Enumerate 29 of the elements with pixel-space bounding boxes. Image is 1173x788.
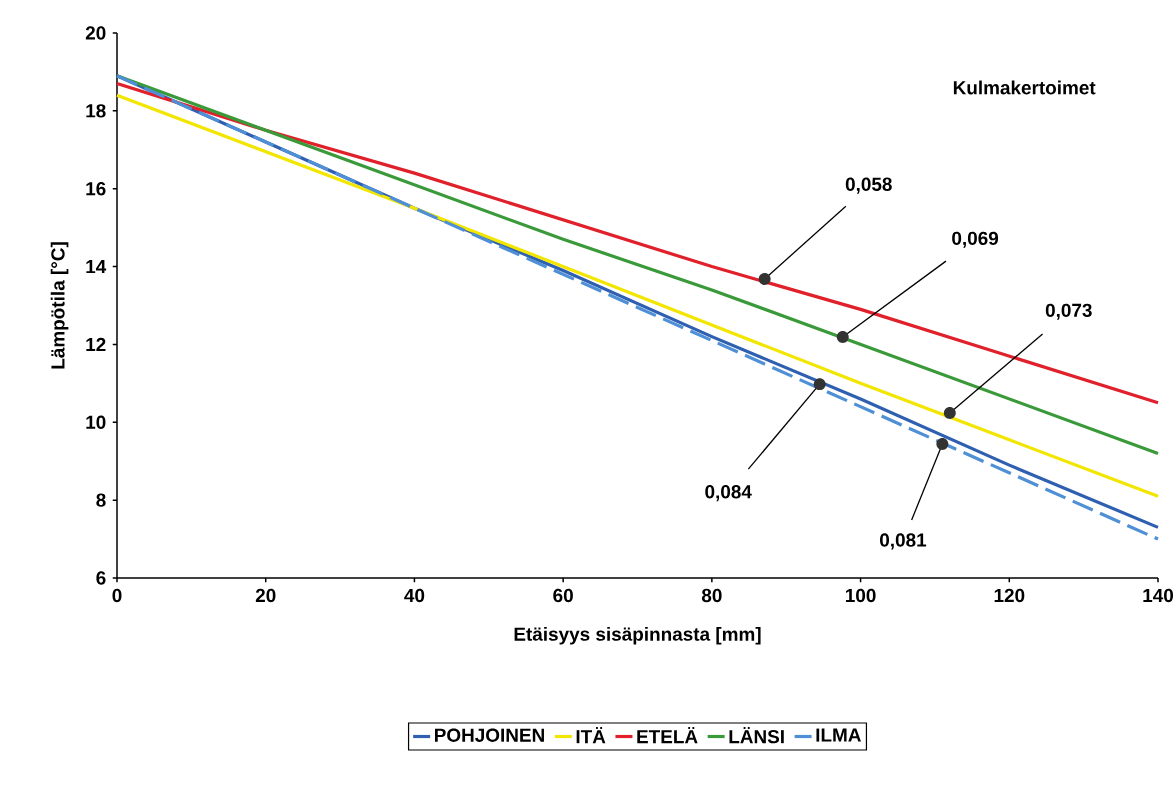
annotation: 0,081 (880, 533, 927, 550)
x-tick-label: 80 (701, 588, 722, 603)
x-tick-label: 0 (112, 588, 122, 603)
y-tick-label: 14 (86, 260, 107, 274)
y-tick-label: 8 (96, 493, 106, 507)
annotation: 0,073 (1045, 303, 1092, 320)
y-tick-label: 16 (86, 182, 106, 196)
x-tick-label: 60 (553, 588, 573, 603)
legend-label: LÄNSI (729, 727, 784, 744)
annotation: 0,058 (845, 177, 892, 194)
y-tick-label: 12 (86, 337, 106, 352)
x-axis-title: Etäisyys sisäpinnasta [mm] (514, 626, 761, 645)
y-tick-label: 18 (86, 104, 106, 118)
legend-label: POHJOINEN (435, 728, 544, 742)
x-tick-label: 140 (1143, 588, 1173, 603)
annotation: Kulmakertoimet (953, 80, 1096, 95)
annotation: 0,069 (952, 231, 999, 248)
legend-label: ETELÄ (637, 727, 698, 744)
y-axis-title: Lämpötila [°C] (50, 242, 69, 369)
legend-label: ITÄ (576, 727, 606, 744)
x-tick-label: 100 (845, 588, 876, 603)
x-tick-label: 120 (994, 588, 1025, 603)
y-tick-label: 6 (96, 571, 106, 585)
annotation: 0,084 (705, 485, 752, 502)
x-tick-label: 20 (255, 588, 276, 603)
legend-label: ILMA (816, 728, 861, 742)
y-tick-label: 10 (86, 415, 106, 429)
x-tick-label: 40 (404, 588, 425, 603)
y-tick-label: 20 (85, 26, 106, 40)
